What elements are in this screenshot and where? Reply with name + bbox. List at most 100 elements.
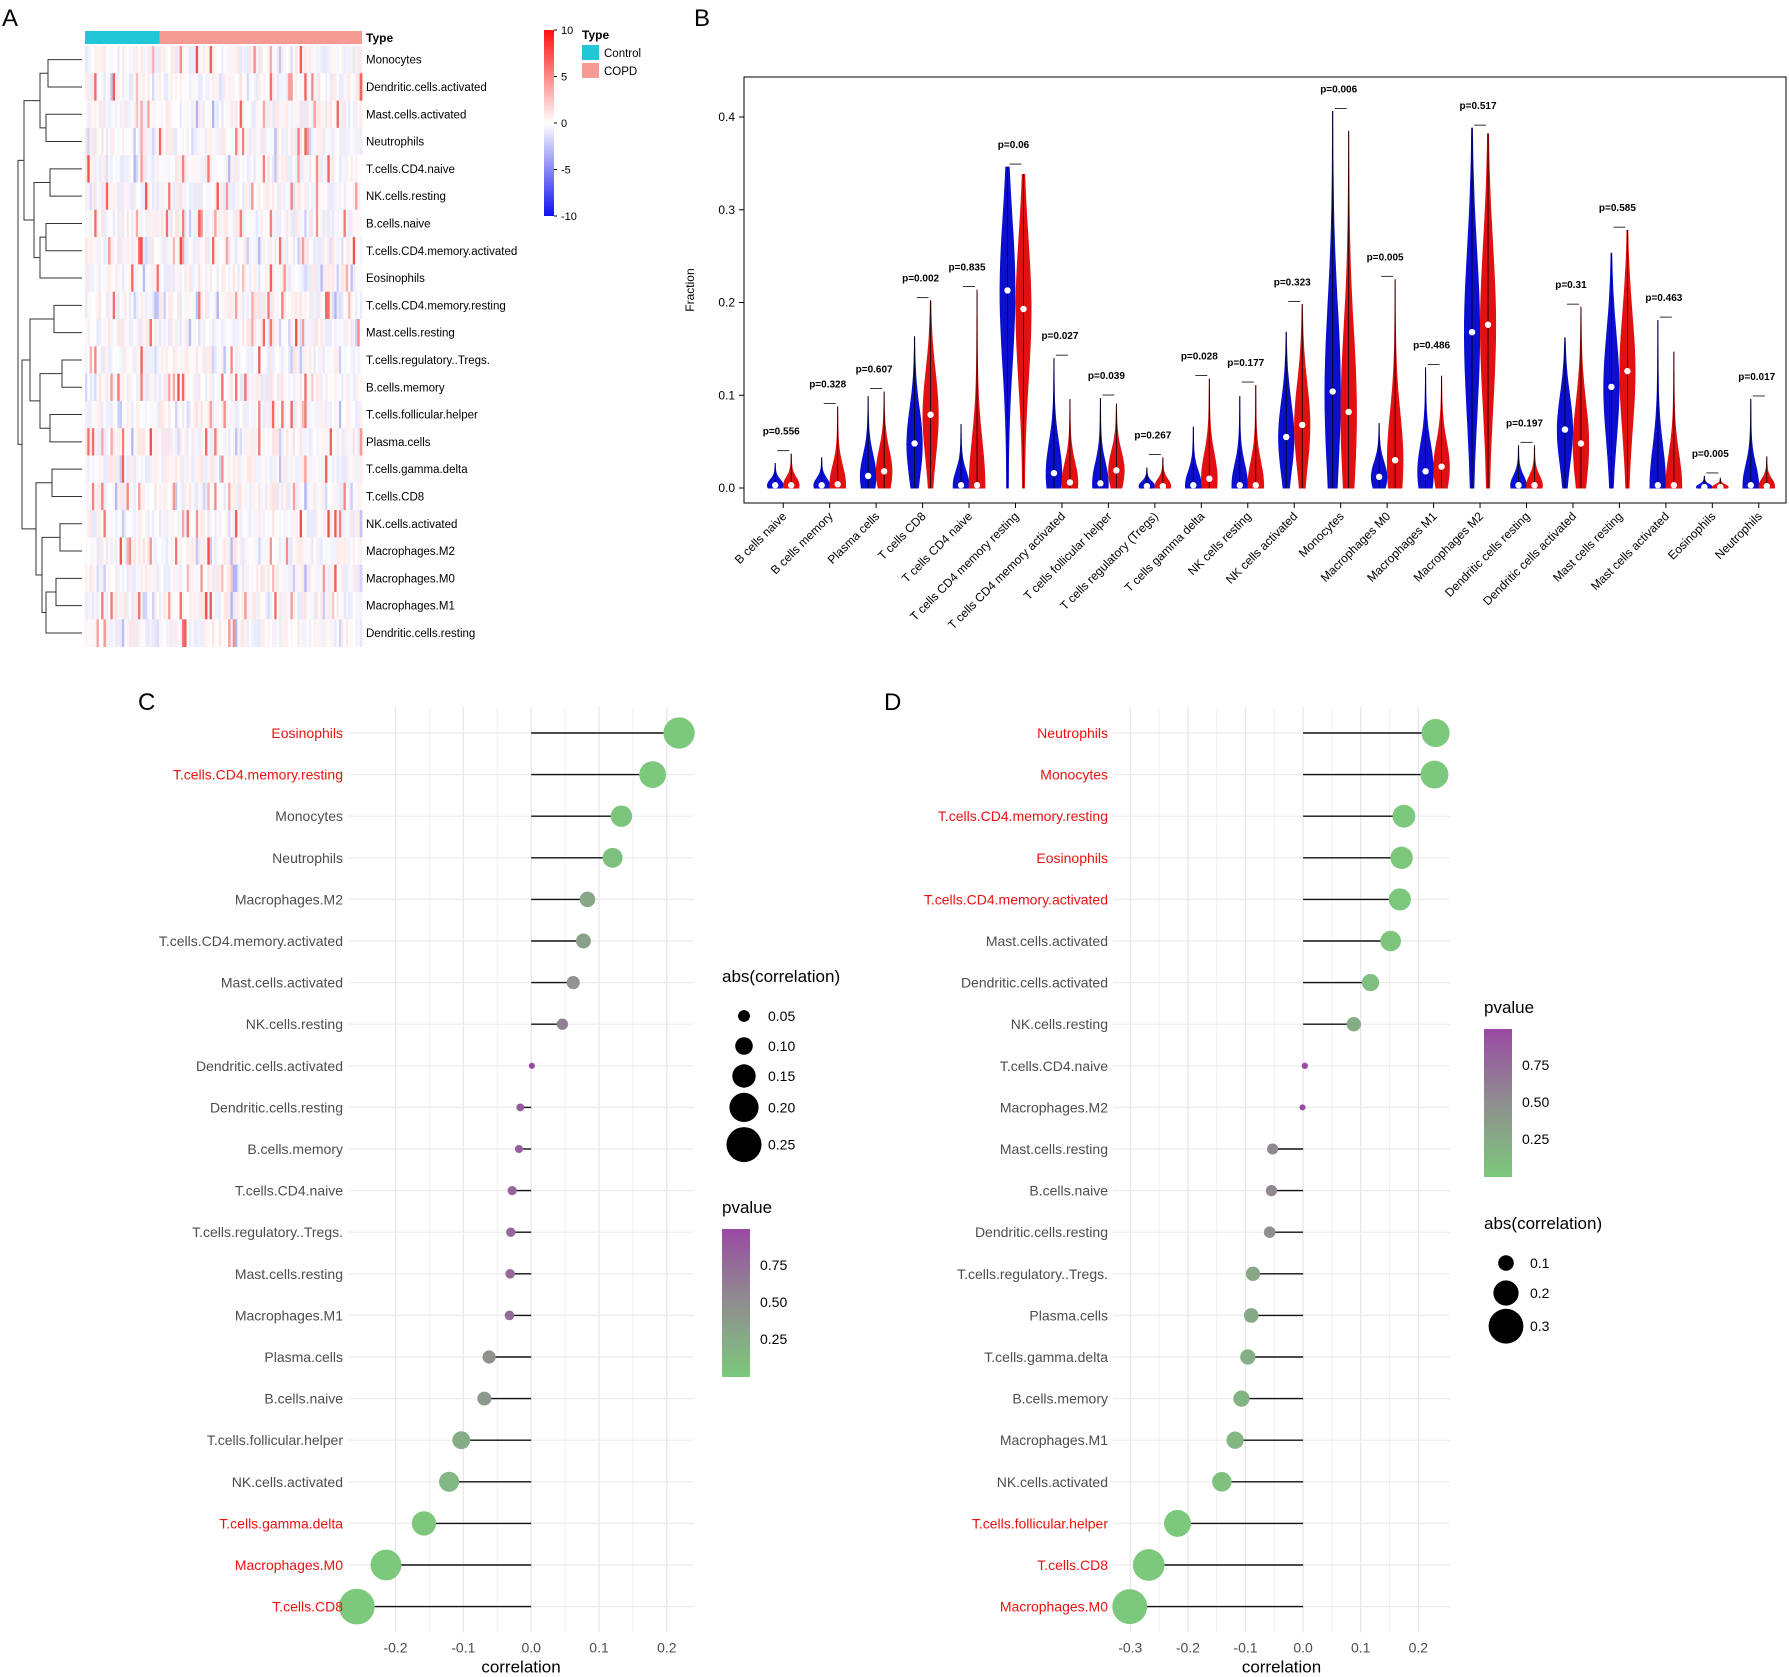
heatmap-cell (244, 237, 247, 265)
heatmap-cell (184, 182, 187, 211)
heatmap-cell (128, 291, 132, 320)
heatmap-cell (149, 319, 153, 347)
heatmap-cell (175, 510, 178, 538)
heatmap-cell (355, 482, 358, 511)
panel-a-heatmap: TypeMonocytesDendritic.cells.activatedMa… (17, 25, 641, 647)
heatmap-cell (170, 291, 174, 320)
heatmap-cell (158, 46, 162, 74)
heatmap-cell (355, 46, 358, 74)
heatmap-cell (124, 209, 127, 238)
heatmap-cell (343, 592, 347, 620)
heatmap-cell (108, 346, 111, 374)
heatmap-cell (112, 537, 116, 566)
heatmap-cell (179, 373, 183, 402)
heatmap-cell (214, 564, 217, 593)
heatmap-cell (308, 619, 312, 647)
heatmap-cell (348, 127, 351, 156)
heatmap-cell (207, 73, 211, 101)
heatmap-cell (202, 346, 206, 374)
heatmap-cell (345, 346, 349, 374)
heatmap-cell (154, 155, 157, 183)
heatmap-cell (228, 400, 231, 429)
heatmap-cell (255, 537, 259, 566)
heatmap-cell (336, 182, 340, 211)
heatmap-cell (115, 209, 118, 238)
heatmap-cell (172, 291, 176, 320)
heatmap-cell (246, 400, 250, 429)
heatmap-cell (96, 264, 100, 293)
heatmap-cell (276, 346, 280, 374)
heatmap-cell (295, 400, 298, 429)
heatmap-cell (140, 564, 144, 593)
heatmap-cell (105, 155, 109, 183)
dendrogram-branch (21, 359, 36, 530)
row-label: Macrophages.M1 (235, 1307, 343, 1323)
heatmap-cell (91, 537, 95, 566)
heatmap-cell (345, 400, 349, 429)
x-tick-label: Mast cells activated (1588, 509, 1672, 593)
row-label: Neutrophils (1037, 725, 1108, 741)
heatmap-cell (262, 564, 266, 593)
heatmap-cell (304, 319, 307, 347)
heatmap-cell (177, 182, 181, 211)
heatmap-cell (175, 209, 178, 238)
heatmap-row (85, 155, 363, 183)
heatmap-cell (295, 510, 298, 538)
heatmap-cell (218, 182, 222, 211)
heatmap-cell (232, 428, 236, 456)
heatmap-cell (341, 592, 344, 620)
heatmap-cell (221, 73, 224, 101)
heatmap-cell (193, 182, 197, 211)
heatmap-cell (269, 400, 273, 429)
heatmap-cell (271, 373, 275, 402)
lollipop-point (663, 717, 695, 749)
heatmap-cell (281, 127, 284, 156)
heatmap-cell (269, 510, 273, 538)
heatmap-cell (334, 400, 338, 429)
heatmap-cell (295, 237, 298, 265)
heatmap-cell (221, 619, 224, 647)
heatmap-cell (133, 428, 137, 456)
heatmap-cell (170, 346, 174, 374)
heatmap-cell (267, 209, 271, 238)
heatmap-cell (343, 619, 347, 647)
heatmap-cell (135, 73, 139, 101)
heatmap-cell (278, 46, 282, 74)
heatmap-cell (292, 182, 296, 211)
heatmap-cell (151, 291, 155, 320)
heatmap-cell (202, 155, 206, 183)
heatmap-cell (200, 155, 204, 183)
heatmap-cell (244, 73, 247, 101)
heatmap-cell (191, 346, 194, 374)
heatmap-cell (292, 209, 296, 238)
heatmap-cell (103, 155, 107, 183)
heatmap-cell (292, 46, 296, 74)
heatmap-cell (115, 100, 118, 129)
heatmap-cell (207, 264, 211, 293)
heatmap-cell (191, 127, 194, 156)
heatmap-cell (214, 537, 217, 566)
lollipop-row: Plasma.cells (264, 1349, 532, 1365)
heatmap-cell (124, 564, 127, 593)
heatmap-cell (156, 237, 160, 265)
heatmap-row (85, 346, 363, 374)
size-legend-dot (738, 1010, 750, 1022)
heatmap-cell (223, 537, 227, 566)
heatmap-cell (357, 209, 361, 238)
heatmap-cell (124, 346, 127, 374)
heatmap-cell (124, 537, 127, 566)
heatmap-cell (172, 482, 176, 511)
lollipop-row: Eosinophils (271, 717, 695, 749)
heatmap-cell (345, 482, 349, 511)
heatmap-cell (131, 400, 134, 429)
heatmap-cell (112, 564, 116, 593)
heatmap-cell (329, 619, 333, 647)
p-value-label: p=0.027 (1041, 331, 1078, 342)
heatmap-cell (357, 400, 361, 429)
heatmap-cell (297, 100, 301, 129)
row-label: Mast.cells.resting (235, 1266, 343, 1282)
heatmap-cell (124, 428, 127, 456)
heatmap-cell (313, 46, 317, 74)
heatmap-cell (131, 264, 134, 293)
heatmap-cell (251, 100, 254, 129)
